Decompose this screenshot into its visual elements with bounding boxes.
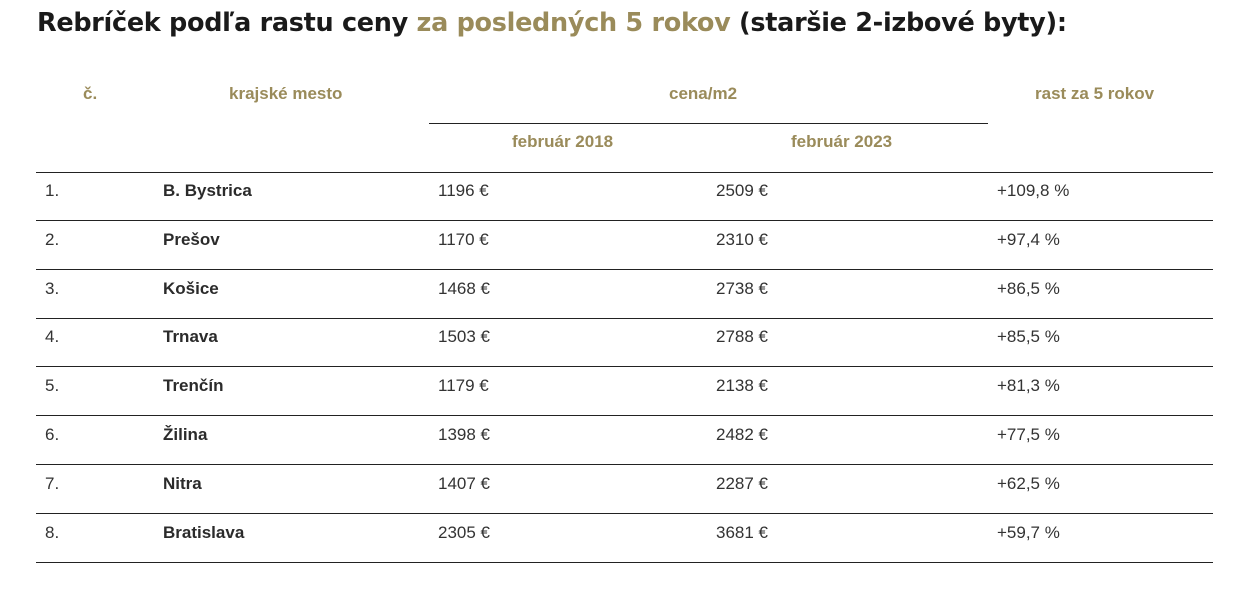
cell-price-2023: 2310 €: [716, 229, 768, 249]
cell-growth: +86,5 %: [997, 278, 1060, 298]
cell-city: B. Bystrica: [163, 181, 252, 200]
row-divider: [36, 268, 1213, 270]
cell-rank: 2.: [45, 229, 60, 249]
table-row: 1. B. Bystrica 1196 € 2509 € +109,8 %: [36, 173, 1213, 221]
header-rank: č.: [83, 84, 98, 103]
row-divider: [36, 561, 1213, 563]
cell-growth: +62,5 %: [997, 473, 1060, 493]
cell-growth: +109,8 %: [997, 181, 1070, 200]
cell-city: Žilina: [163, 425, 208, 444]
cell-rank: 8.: [45, 522, 60, 542]
table-row: 4. Trnava 1503 € 2788 € +85,5 %: [36, 319, 1213, 368]
table-row: 8. Bratislava 2305 € 3681 € +59,7 %: [36, 515, 1213, 563]
header-price-2018: február 2018: [512, 132, 614, 151]
row-divider: [36, 366, 1213, 368]
cell-growth: +77,5 %: [997, 425, 1060, 444]
cell-city: Prešov: [163, 229, 220, 249]
header-city: krajské mesto: [229, 84, 343, 103]
cell-price-2018: 1503 €: [438, 327, 490, 347]
row-divider: [36, 220, 1213, 221]
row-divider: [36, 415, 1213, 417]
title-prefix: Rebríček podľa rastu ceny: [37, 8, 408, 38]
row-divider: [36, 317, 1213, 319]
title-suffix: (staršie 2-izbové byty):: [739, 8, 1067, 38]
cell-rank: 1.: [45, 181, 60, 200]
page-title: Rebríček podľa rastu ceny za posledných …: [37, 8, 1067, 38]
cell-rank: 4.: [45, 327, 60, 347]
table-row: 2. Prešov 1170 € 2310 € +97,4 %: [36, 222, 1213, 270]
cell-city: Nitra: [163, 473, 202, 493]
cell-price-2023: 2738 €: [716, 278, 768, 298]
cell-price-2018: 1468 €: [438, 278, 490, 298]
cell-price-2023: 3681 €: [716, 522, 768, 542]
cell-price-2023: 2138 €: [716, 376, 768, 396]
cell-price-2023: 2509 €: [716, 181, 768, 200]
table-row: 3. Košice 1468 € 2738 € +86,5 %: [36, 271, 1213, 319]
cell-city: Trenčín: [163, 376, 224, 396]
cell-price-2018: 1407 €: [438, 473, 490, 493]
header-price: cena/m2: [669, 84, 738, 103]
header-bottom-divider: [36, 172, 1213, 173]
header-group-divider: [429, 123, 988, 124]
cell-rank: 5.: [45, 376, 60, 396]
table-row: 6. Žilina 1398 € 2482 € +77,5 %: [36, 417, 1213, 465]
cell-growth: +59,7 %: [997, 522, 1060, 542]
cell-city: Trnava: [163, 327, 218, 347]
table-row: 7. Nitra 1407 € 2287 € +62,5 %: [36, 466, 1213, 514]
header-price-2023: február 2023: [791, 132, 893, 151]
row-divider: [36, 464, 1213, 465]
cell-price-2018: 1170 €: [438, 229, 489, 249]
cell-city: Bratislava: [163, 522, 245, 542]
cell-price-2018: 1196 €: [438, 181, 489, 200]
cell-growth: +97,4 %: [997, 229, 1060, 249]
row-divider: [36, 512, 1213, 514]
cell-growth: +85,5 %: [997, 327, 1060, 347]
cell-price-2018: 2305 €: [438, 522, 490, 542]
cell-price-2023: 2482 €: [716, 425, 768, 444]
table-row: 5. Trenčín 1179 € 2138 € +81,3 %: [36, 368, 1213, 417]
header-growth: rast za 5 rokov: [1035, 84, 1155, 103]
cell-price-2018: 1179 €: [438, 376, 489, 396]
cell-growth: +81,3 %: [997, 376, 1060, 396]
cell-city: Košice: [163, 278, 219, 298]
cell-rank: 7.: [45, 473, 60, 493]
cell-price-2023: 2287 €: [716, 473, 768, 493]
cell-rank: 3.: [45, 278, 60, 298]
cell-rank: 6.: [45, 425, 60, 444]
cell-price-2018: 1398 €: [438, 425, 490, 444]
cell-price-2023: 2788 €: [716, 327, 768, 347]
title-highlight: za posledných 5 rokov: [416, 8, 731, 38]
